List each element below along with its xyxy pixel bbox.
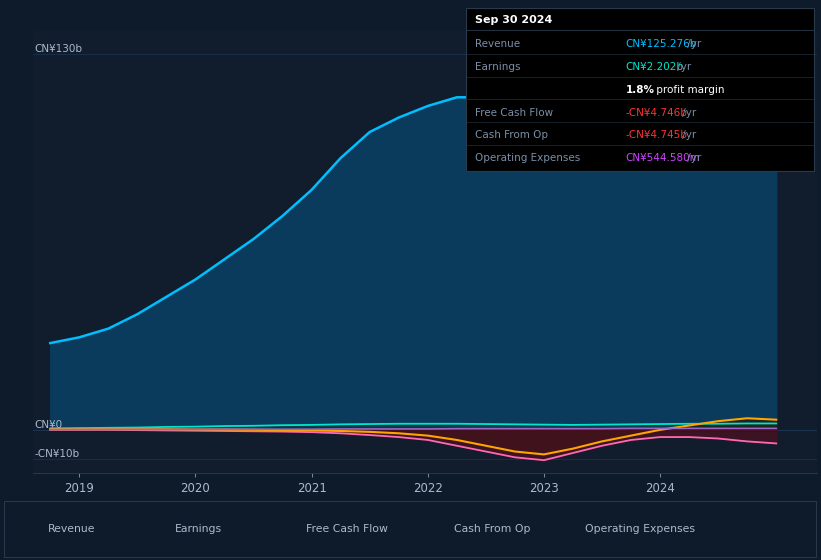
Text: Cash From Op: Cash From Op [475,130,548,141]
Text: CN¥125.276b: CN¥125.276b [626,39,697,49]
Text: 1.8%: 1.8% [626,85,654,95]
Text: Operating Expenses: Operating Expenses [585,524,695,534]
Text: /yr: /yr [685,153,702,164]
Circle shape [291,525,300,534]
Text: -CN¥4.746b: -CN¥4.746b [626,108,687,118]
Text: CN¥544.580m: CN¥544.580m [626,153,700,164]
Circle shape [33,525,41,534]
Text: CN¥2.202b: CN¥2.202b [626,62,684,72]
Text: /yr: /yr [679,108,696,118]
Circle shape [571,525,579,534]
Text: Operating Expenses: Operating Expenses [475,153,580,164]
Text: Cash From Op: Cash From Op [454,524,530,534]
Text: Revenue: Revenue [48,524,95,534]
Text: /yr: /yr [679,130,696,141]
Text: profit margin: profit margin [653,85,724,95]
Text: -CN¥10b: -CN¥10b [34,449,80,459]
Text: Earnings: Earnings [475,62,521,72]
Text: Revenue: Revenue [475,39,521,49]
Text: Sep 30 2024: Sep 30 2024 [475,15,553,25]
Text: -CN¥4.745b: -CN¥4.745b [626,130,687,141]
Text: CN¥0: CN¥0 [34,420,62,430]
Circle shape [439,525,447,534]
Text: Free Cash Flow: Free Cash Flow [306,524,388,534]
Text: /yr: /yr [674,62,691,72]
Text: Free Cash Flow: Free Cash Flow [475,108,553,118]
Text: /yr: /yr [685,39,702,49]
Text: Earnings: Earnings [175,524,222,534]
Circle shape [160,525,168,534]
Text: CN¥130b: CN¥130b [34,44,82,54]
